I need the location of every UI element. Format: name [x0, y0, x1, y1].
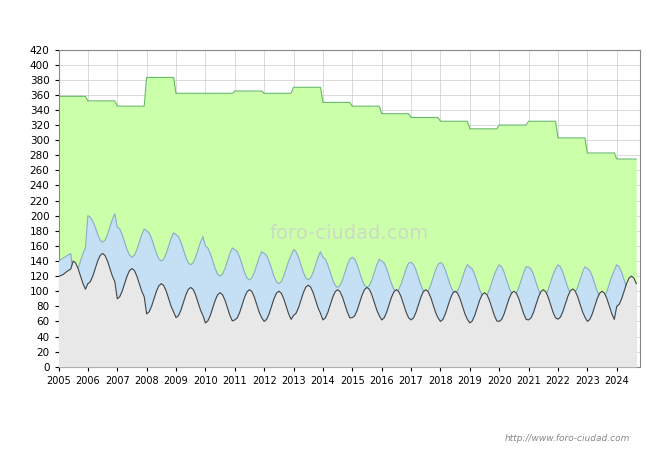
Text: Carucedo - Evolucion de la poblacion en edad de Trabajar Septiembre de 2024: Carucedo - Evolucion de la poblacion en … — [78, 17, 572, 30]
Text: foro-ciudad.com: foro-ciudad.com — [270, 224, 429, 243]
Text: http://www.foro-ciudad.com: http://www.foro-ciudad.com — [505, 434, 630, 443]
